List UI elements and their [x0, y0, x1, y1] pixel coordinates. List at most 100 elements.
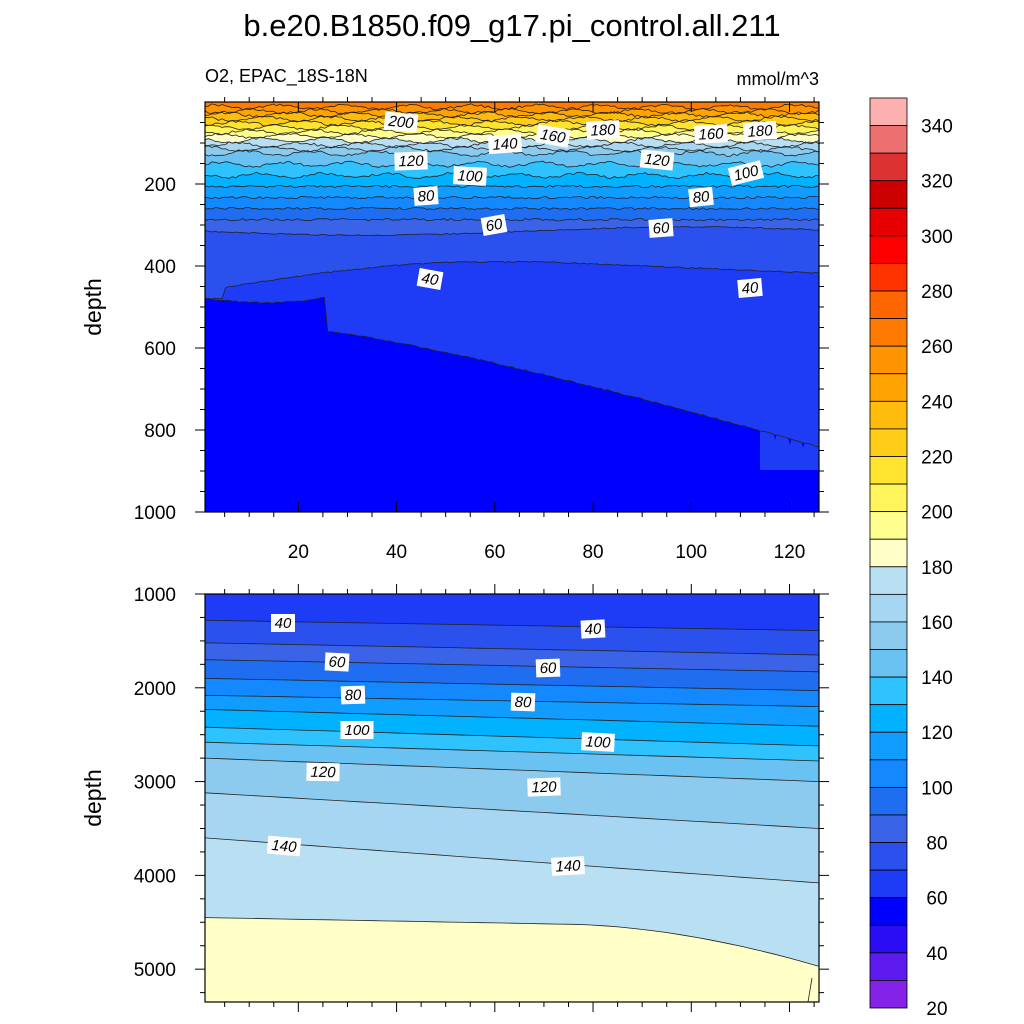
lower-y-tick-label-1000: 1000 — [134, 585, 176, 606]
lower-y-ticks: 1000 2000 3000 4000 5000 — [134, 585, 829, 994]
lower-band-top — [205, 594, 819, 631]
upper-band-90 — [205, 185, 819, 199]
upper-contour-label-2: 160 — [535, 124, 571, 148]
lower-contour-120 — [205, 757, 819, 782]
lower-band-50 — [205, 642, 819, 672]
colorbar-box-7 — [869, 290, 908, 320]
colorbar-label-20: 20 — [926, 999, 947, 1020]
upper-contour-label-11: 80 — [688, 186, 714, 208]
upper-band-80 — [205, 196, 819, 210]
svg-text:60: 60 — [484, 216, 504, 236]
svg-text:40: 40 — [741, 279, 760, 297]
colorbar-box-28 — [869, 869, 908, 899]
svg-text:40: 40 — [420, 270, 440, 290]
upper-band-right-patch — [760, 412, 819, 470]
upper-contour-220 — [205, 107, 819, 116]
lower-contour-label-6: 100 — [340, 721, 374, 739]
svg-text:80: 80 — [514, 694, 532, 712]
colorbar-box-20 — [869, 649, 908, 678]
upper-band-230 — [205, 103, 819, 115]
lower-contour-label-2: 60 — [324, 652, 350, 672]
colorbar-box-1 — [869, 125, 908, 154]
svg-text:120: 120 — [398, 153, 424, 171]
lower-y-tick-label-5000: 5000 — [134, 960, 176, 981]
lower-contour-40 — [205, 619, 819, 631]
upper-bands — [205, 102, 819, 512]
colorbar-box-0 — [869, 97, 908, 126]
colorbar-label-260: 260 — [921, 337, 953, 358]
svg-text:80: 80 — [417, 187, 435, 205]
colorbar-box-31 — [869, 952, 908, 981]
colorbar-box-22 — [869, 704, 908, 733]
upper-contour-100 — [205, 171, 819, 179]
upper-contour-label-13: 60 — [648, 218, 674, 238]
svg-text:140: 140 — [271, 837, 298, 856]
lower-bands — [205, 594, 819, 1002]
colorbar-box-27 — [869, 842, 908, 871]
upper-x-tick-label-100: 100 — [675, 542, 707, 563]
upper-contour-label-7: 100 — [453, 166, 487, 186]
upper-y-tick-label-600: 600 — [144, 339, 176, 360]
lower-contour-label-0: 40 — [271, 614, 295, 632]
upper-contour-label-0: 200 — [383, 111, 419, 133]
svg-text:120: 120 — [531, 779, 557, 797]
colorbar-label-320: 320 — [921, 172, 953, 193]
upper-x-tick-label-40: 40 — [386, 542, 407, 563]
svg-text:180: 180 — [747, 122, 774, 141]
upper-contour-230 — [205, 103, 819, 111]
upper-contour-50 — [205, 225, 819, 237]
upper-contour-label-1: 140 — [487, 133, 523, 155]
colorbar-label-120: 120 — [921, 723, 953, 744]
upper-y-ticks: 200 400 600 800 1000 — [134, 122, 829, 524]
lower-band-130 — [205, 792, 819, 883]
colorbar-box-12 — [869, 428, 908, 457]
lower-contour-label-1: 40 — [580, 619, 606, 639]
upper-band-170 — [205, 128, 819, 140]
lower-contour-label-5: 80 — [510, 692, 536, 712]
colorbar-label-60: 60 — [926, 889, 947, 910]
colorbar-box-3 — [869, 180, 908, 209]
upper-band-200 — [205, 115, 819, 127]
upper-contour-label-4: 160 — [694, 124, 728, 144]
lower-contour-label-7: 100 — [581, 732, 615, 752]
colorbar-label-280: 280 — [921, 282, 953, 303]
lower-band-90 — [205, 709, 819, 746]
upper-band-20 — [205, 297, 819, 512]
upper-band-220 — [205, 108, 819, 118]
lower-contour-label-8: 120 — [306, 762, 340, 782]
colorbar-box-29 — [869, 897, 908, 926]
lower-contour-90 — [205, 709, 819, 727]
colorbar-box-30 — [869, 924, 908, 954]
lower-band-60 — [205, 659, 819, 691]
svg-text:40: 40 — [584, 621, 602, 639]
upper-y-tick-label-1000: 1000 — [134, 503, 176, 524]
lower-contour-edge — [807, 977, 813, 1002]
colorbar-box-19 — [869, 621, 908, 650]
colorbar-box-23 — [869, 731, 908, 761]
svg-text:160: 160 — [539, 126, 567, 147]
colorbar-box-21 — [869, 676, 908, 706]
upper-contour-label-6: 120 — [394, 151, 428, 171]
upper-contour-label-14: 40 — [416, 268, 444, 290]
lower-contour-70 — [205, 678, 819, 691]
colorbar-box-17 — [869, 566, 908, 595]
colorbar-box-5 — [869, 235, 908, 264]
colorbar-box-6 — [869, 263, 908, 292]
upper-band-top — [205, 102, 819, 110]
lower-band-110 — [205, 742, 819, 782]
upper-contour-label-3: 180 — [586, 120, 620, 140]
colorbar-label-200: 200 — [921, 503, 953, 524]
colorbar-box-8 — [869, 318, 908, 347]
colorbar-box-26 — [869, 814, 908, 843]
upper-contour-210 — [205, 110, 819, 118]
lower-x-ticks — [224, 584, 815, 1012]
lower-contour-label-10: 140 — [266, 835, 302, 857]
lower-contour-label-11: 140 — [551, 856, 585, 876]
svg-text:100: 100 — [732, 162, 761, 185]
lower-contour-label-9: 120 — [527, 777, 561, 797]
upper-y-tick-label-200: 200 — [144, 175, 176, 196]
lower-band-40 — [205, 620, 819, 655]
lower-y-tick-label-4000: 4000 — [134, 866, 176, 887]
colorbar-box-11 — [869, 400, 908, 430]
